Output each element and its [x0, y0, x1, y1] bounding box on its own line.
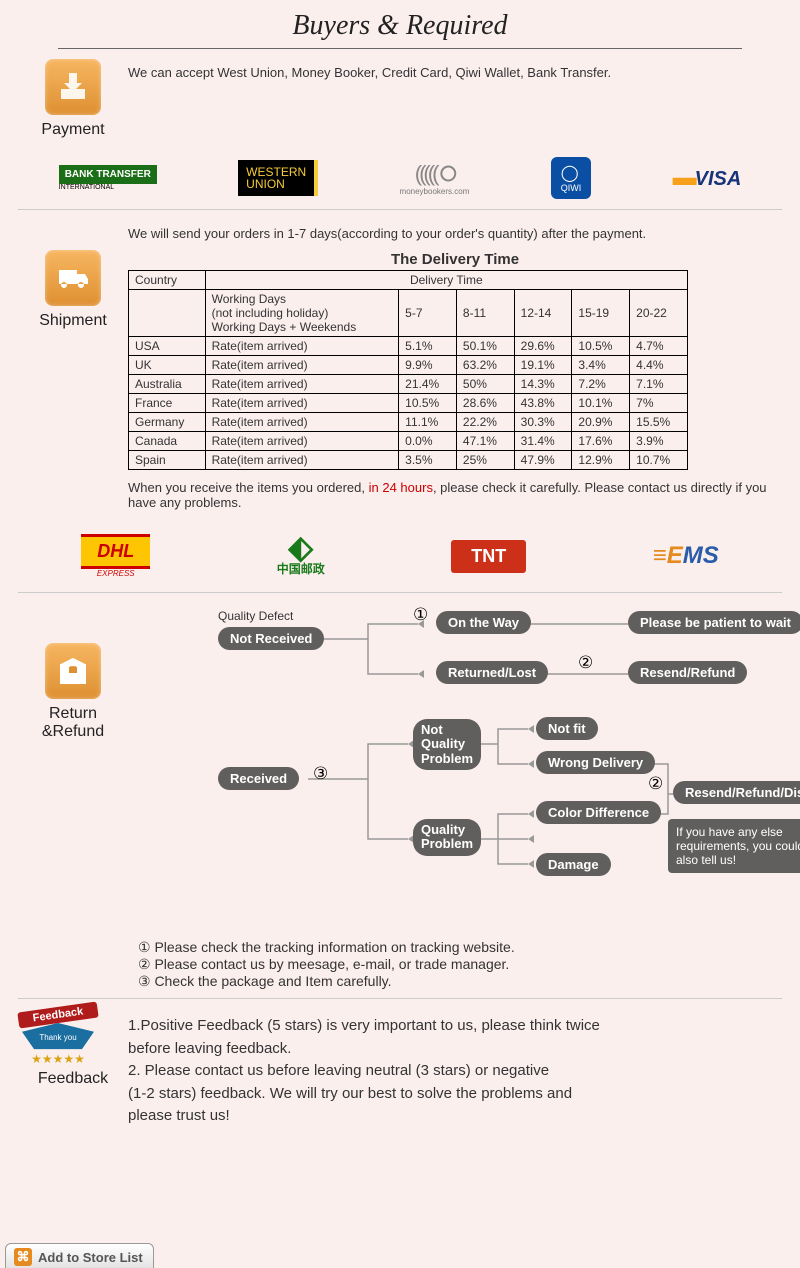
- refund-flowchart: Not Received ① On the Way Please be pati…: [218, 609, 782, 623]
- node-returned: Returned/Lost: [436, 661, 548, 684]
- node-received: Received: [218, 767, 299, 790]
- ems-logo: ≡EMS: [653, 542, 719, 570]
- payment-label: Payment: [18, 121, 128, 139]
- node-damage: Damage: [536, 853, 611, 876]
- node-not-received: Not Received: [218, 627, 324, 650]
- node-on-way: On the Way: [436, 611, 531, 634]
- table-row: SpainRate(item arrived)3.5%25%47.9%12.9%…: [129, 451, 688, 470]
- node-resend1: Resend/Refund: [628, 661, 747, 684]
- table-row: AustraliaRate(item arrived)21.4%50%14.3%…: [129, 375, 688, 394]
- feedback-badge-icon: Feedback Thank you ★★★★★: [18, 1007, 98, 1066]
- refund-label: Return &Refund: [18, 705, 128, 741]
- dhl-logo: DHLEXPRESS: [81, 534, 150, 578]
- tnt-logo: TNT: [451, 540, 526, 573]
- shipment-note: When you receive the items you ordered, …: [128, 480, 782, 510]
- shipment-intro: We will send your orders in 1-7 days(acc…: [128, 226, 782, 241]
- node-not-fit: Not fit: [536, 717, 598, 740]
- visa-logo: ▬VISA: [673, 164, 742, 192]
- circle-1: ①: [413, 605, 428, 625]
- western-union-logo: WESTERNUNION: [238, 160, 318, 196]
- table-row: GermanyRate(item arrived)11.1%22.2%30.3%…: [129, 413, 688, 432]
- payment-section: Payment We can accept West Union, Money …: [18, 57, 782, 139]
- circle-2b: ②: [648, 774, 663, 794]
- payment-logos: BANK TRANSFERINTERNATIONAL WESTERNUNION …: [18, 157, 782, 199]
- payment-text: We can accept West Union, Money Booker, …: [128, 65, 782, 80]
- table-row: CanadaRate(item arrived)0.0%47.1%31.4%17…: [129, 432, 688, 451]
- refund-icon: [45, 643, 101, 699]
- refund-notes: ① Please check the tracking information …: [138, 939, 782, 990]
- carrier-logos: DHLEXPRESS ⬖中国邮政 TNT ≡EMS: [18, 534, 782, 578]
- feedback-text: 1.Positive Feedback (5 stars) is very im…: [128, 1007, 782, 1128]
- node-color: Color Difference: [536, 801, 661, 824]
- table-row: UKRate(item arrived)9.9%63.2%19.1%3.4%4.…: [129, 356, 688, 375]
- shipment-section: Shipment We will send your orders in 1-7…: [18, 218, 782, 520]
- node-wrong: Wrong Delivery: [536, 751, 655, 774]
- feedback-label: Feedback: [18, 1070, 128, 1088]
- node-patient: Please be patient to wait: [628, 611, 800, 634]
- node-nqp: Not Quality Problem: [413, 719, 481, 770]
- node-qp: Quality Problem: [413, 819, 481, 856]
- table-row: USARate(item arrived)5.1%50.1%29.6%10.5%…: [129, 337, 688, 356]
- rss-icon: ⌘: [14, 1248, 32, 1266]
- delivery-table-title: The Delivery Time: [128, 251, 782, 268]
- table-row: FranceRate(item arrived)10.5%28.6%43.8%1…: [129, 394, 688, 413]
- payment-icon: [45, 59, 101, 115]
- feedback-section: Feedback Thank you ★★★★★ Feedback 1.Posi…: [18, 1007, 782, 1128]
- delivery-table: CountryDelivery Time Working Days (not i…: [128, 270, 688, 470]
- circle-2a: ②: [578, 653, 593, 673]
- callout-text: If you have any else requirements, you c…: [668, 819, 800, 873]
- page-title: Buyers & Required: [58, 0, 742, 49]
- chinapost-logo: ⬖中国邮政: [277, 535, 325, 578]
- shipment-label: Shipment: [18, 312, 128, 330]
- bank-transfer-logo: BANK TRANSFERINTERNATIONAL: [59, 165, 157, 191]
- circle-3: ③: [313, 764, 328, 784]
- shipment-icon: [45, 250, 101, 306]
- add-to-store-button[interactable]: ⌘ Add to Store List: [5, 1243, 154, 1268]
- refund-section: Return &Refund Not Received ①: [18, 601, 782, 929]
- node-resend2: Resend/Refund/Discount: [673, 781, 800, 804]
- moneybookers-logo: ((((( ⭘moneybookers.com: [400, 161, 470, 196]
- qiwi-logo: ◯QIWI: [551, 157, 592, 199]
